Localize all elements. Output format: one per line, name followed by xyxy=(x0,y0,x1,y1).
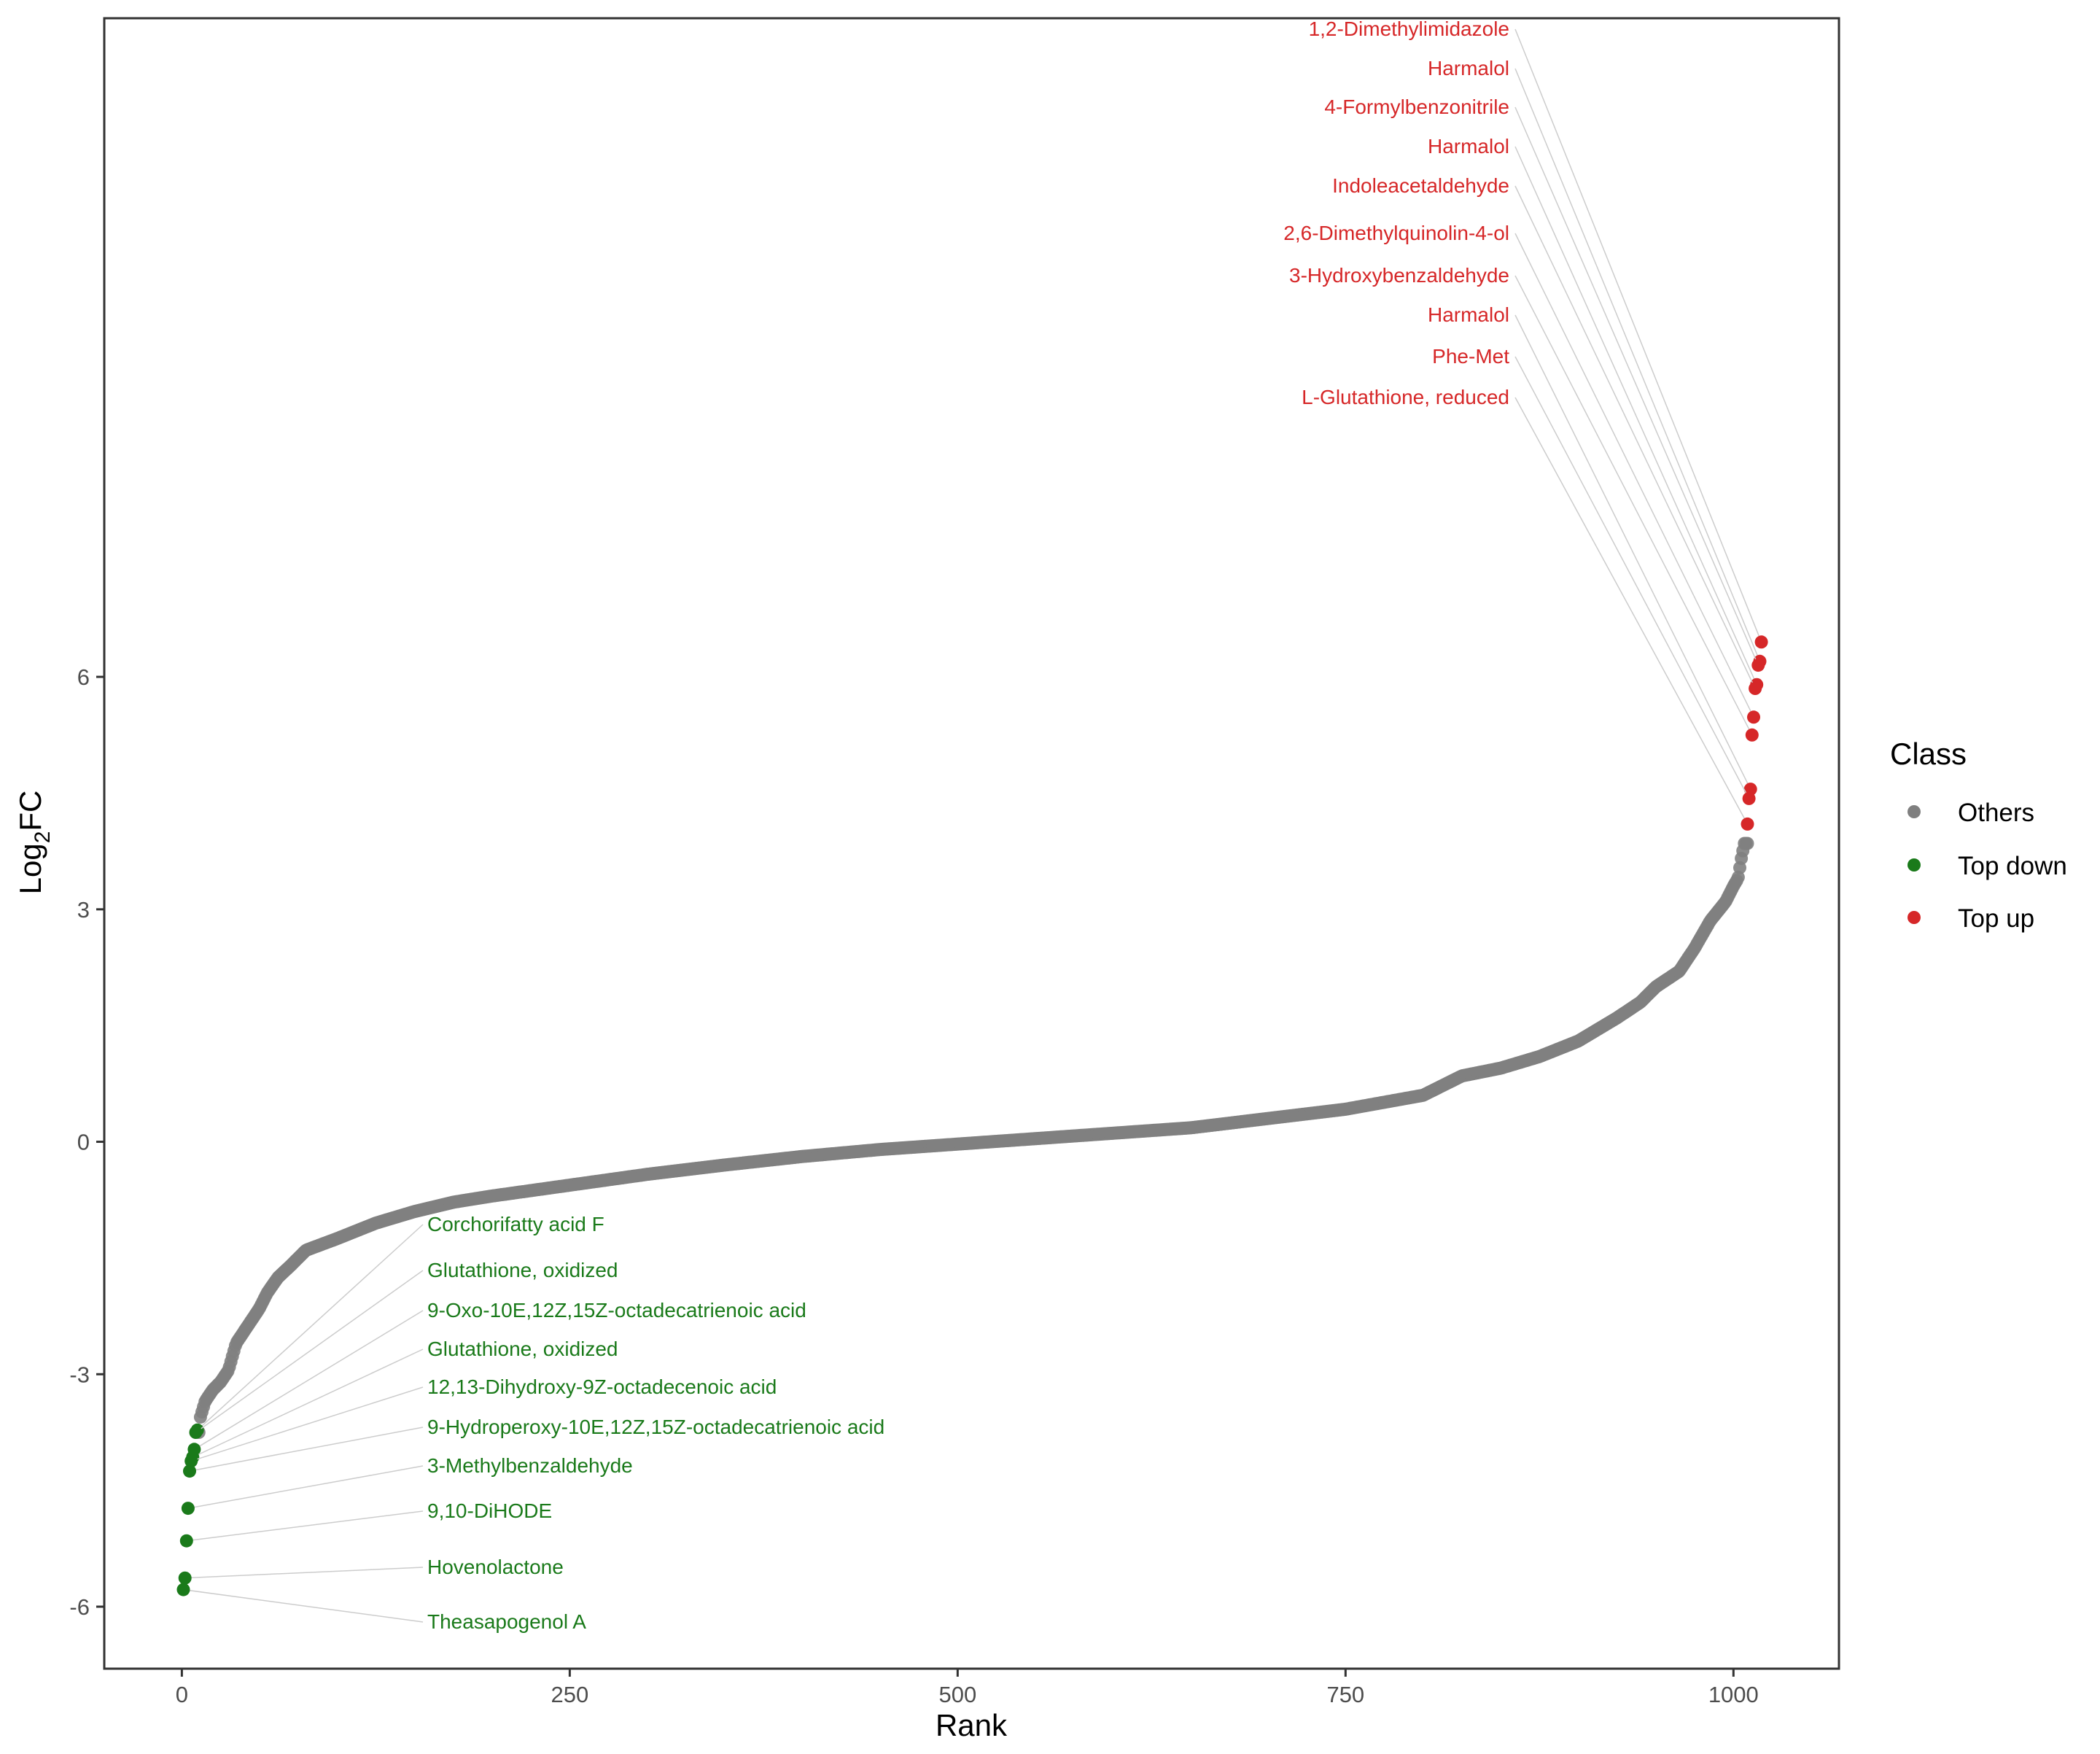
x-tick-label: 750 xyxy=(1326,1682,1364,1707)
x-tick-label: 0 xyxy=(176,1682,188,1707)
x-tick-label: 250 xyxy=(551,1682,589,1707)
panel-border xyxy=(103,17,1840,1670)
data-point xyxy=(184,1454,198,1468)
label-connector xyxy=(194,1310,424,1450)
point-label: Corchorifatty acid F xyxy=(427,1213,604,1235)
point-label: 3-Hydroxybenzaldehyde xyxy=(1289,264,1509,287)
point-label: 3-Methylbenzaldehyde xyxy=(427,1454,633,1477)
label-connector xyxy=(190,1386,424,1462)
label-connector xyxy=(183,1588,424,1623)
y-axis-title: Log2FC xyxy=(13,791,55,895)
label-connector xyxy=(186,1510,424,1542)
label-connector xyxy=(192,1349,424,1458)
label-connector xyxy=(1514,356,1750,799)
data-point xyxy=(1742,791,1756,805)
data-point xyxy=(1747,710,1760,724)
axes-layer: 0 250 500 750 1000 -6 -3 0 3 6 xyxy=(69,664,1758,1707)
y-axis-title-subscript: 2 xyxy=(31,831,55,844)
label-connector xyxy=(197,1224,424,1431)
legend-label-top-down: Top down xyxy=(1958,852,2067,880)
data-point xyxy=(1751,659,1765,672)
x-tick-label: 1000 xyxy=(1708,1682,1759,1707)
label-connector xyxy=(1514,106,1759,666)
label-connector xyxy=(1514,233,1754,718)
legend-item-top-down: Top down xyxy=(1908,852,2067,880)
point-label: Harmalol xyxy=(1428,303,1509,326)
legend-key-others xyxy=(1908,805,1921,818)
legend-label-others: Others xyxy=(1958,799,2034,827)
point-label: Indoleacetaldehyde xyxy=(1332,174,1509,197)
label-connector xyxy=(1514,275,1753,736)
series-top-up: 1,2-Dimethylimidazole Harmalol 4-Formylben… xyxy=(1283,18,1768,831)
data-point xyxy=(1749,682,1762,695)
legend-label-top-up: Top up xyxy=(1958,904,2034,933)
y-axis-title-main: Log xyxy=(13,843,47,894)
label-connector xyxy=(1514,68,1761,662)
legend: Class Others Top down Top up xyxy=(1890,737,2067,933)
point-label: Glutathione, oxidized xyxy=(427,1338,618,1360)
point-label: 9,10-DiHODE xyxy=(427,1499,552,1522)
y-axis-title-tail: FC xyxy=(13,791,47,831)
legend-item-top-up: Top up xyxy=(1908,904,2034,933)
data-point xyxy=(179,1534,193,1548)
data-point xyxy=(183,1464,196,1478)
y-tick-label: -6 xyxy=(69,1594,90,1620)
data-point xyxy=(181,1502,195,1516)
data-point xyxy=(176,1583,190,1596)
point-label: 9-Oxo-10E,12Z,15Z-octadecatrienoic acid xyxy=(427,1299,806,1322)
legend-item-others: Others xyxy=(1908,799,2034,827)
series-top-down: Corchorifatty acid F Glutathione, oxidize… xyxy=(176,1213,884,1633)
data-point xyxy=(1754,635,1768,649)
y-tick-label: 0 xyxy=(77,1130,90,1155)
label-connector xyxy=(184,1567,424,1579)
x-axis-title: Rank xyxy=(936,1708,1008,1742)
label-connector xyxy=(1514,314,1751,790)
point-label: Theasapogenol A xyxy=(427,1610,586,1633)
y-tick-label: 3 xyxy=(77,897,90,923)
plot-layer: 1,2-Dimethylimidazole Harmalol 4-Formylben… xyxy=(176,18,1768,1633)
point-label: 12,13-Dihydroxy-9Z-octadecenoic acid xyxy=(427,1375,777,1398)
series-others xyxy=(192,837,1754,1439)
data-point xyxy=(1741,817,1754,831)
point-label: 1,2-Dimethylimidazole xyxy=(1309,18,1509,40)
label-connector xyxy=(189,1427,424,1472)
legend-title: Class xyxy=(1890,737,1967,771)
point-label: L-Glutathione, reduced xyxy=(1302,386,1509,408)
point-label: Phe-Met xyxy=(1432,345,1509,368)
label-connector xyxy=(1514,397,1749,825)
point-label: Glutathione, oxidized xyxy=(427,1259,618,1281)
x-tick-label: 500 xyxy=(938,1682,976,1707)
y-tick-label: -3 xyxy=(69,1362,90,1387)
point-label: 4-Formylbenzonitrile xyxy=(1324,96,1509,118)
label-connector xyxy=(1514,146,1757,686)
label-connector xyxy=(1514,185,1756,689)
label-connector xyxy=(195,1270,424,1433)
point-label: Hovenolactone xyxy=(427,1556,564,1578)
data-point xyxy=(1741,837,1754,850)
point-label: 9-Hydroperoxy-10E,12Z,15Z-octadecatrieno… xyxy=(427,1416,884,1438)
svg-text:Log2FC: Log2FC xyxy=(13,791,55,895)
point-label: Harmalol xyxy=(1428,57,1509,79)
legend-key-top-up xyxy=(1908,911,1921,924)
point-label: Harmalol xyxy=(1428,135,1509,158)
legend-key-top-down xyxy=(1908,858,1921,872)
data-point xyxy=(178,1571,192,1585)
point-label: 2,6-Dimethylquinolin-4-ol xyxy=(1283,222,1509,244)
data-point xyxy=(1745,728,1759,742)
label-connector xyxy=(1514,28,1762,643)
label-connector xyxy=(187,1465,424,1509)
y-tick-label: 6 xyxy=(77,664,90,690)
data-point xyxy=(189,1426,203,1439)
